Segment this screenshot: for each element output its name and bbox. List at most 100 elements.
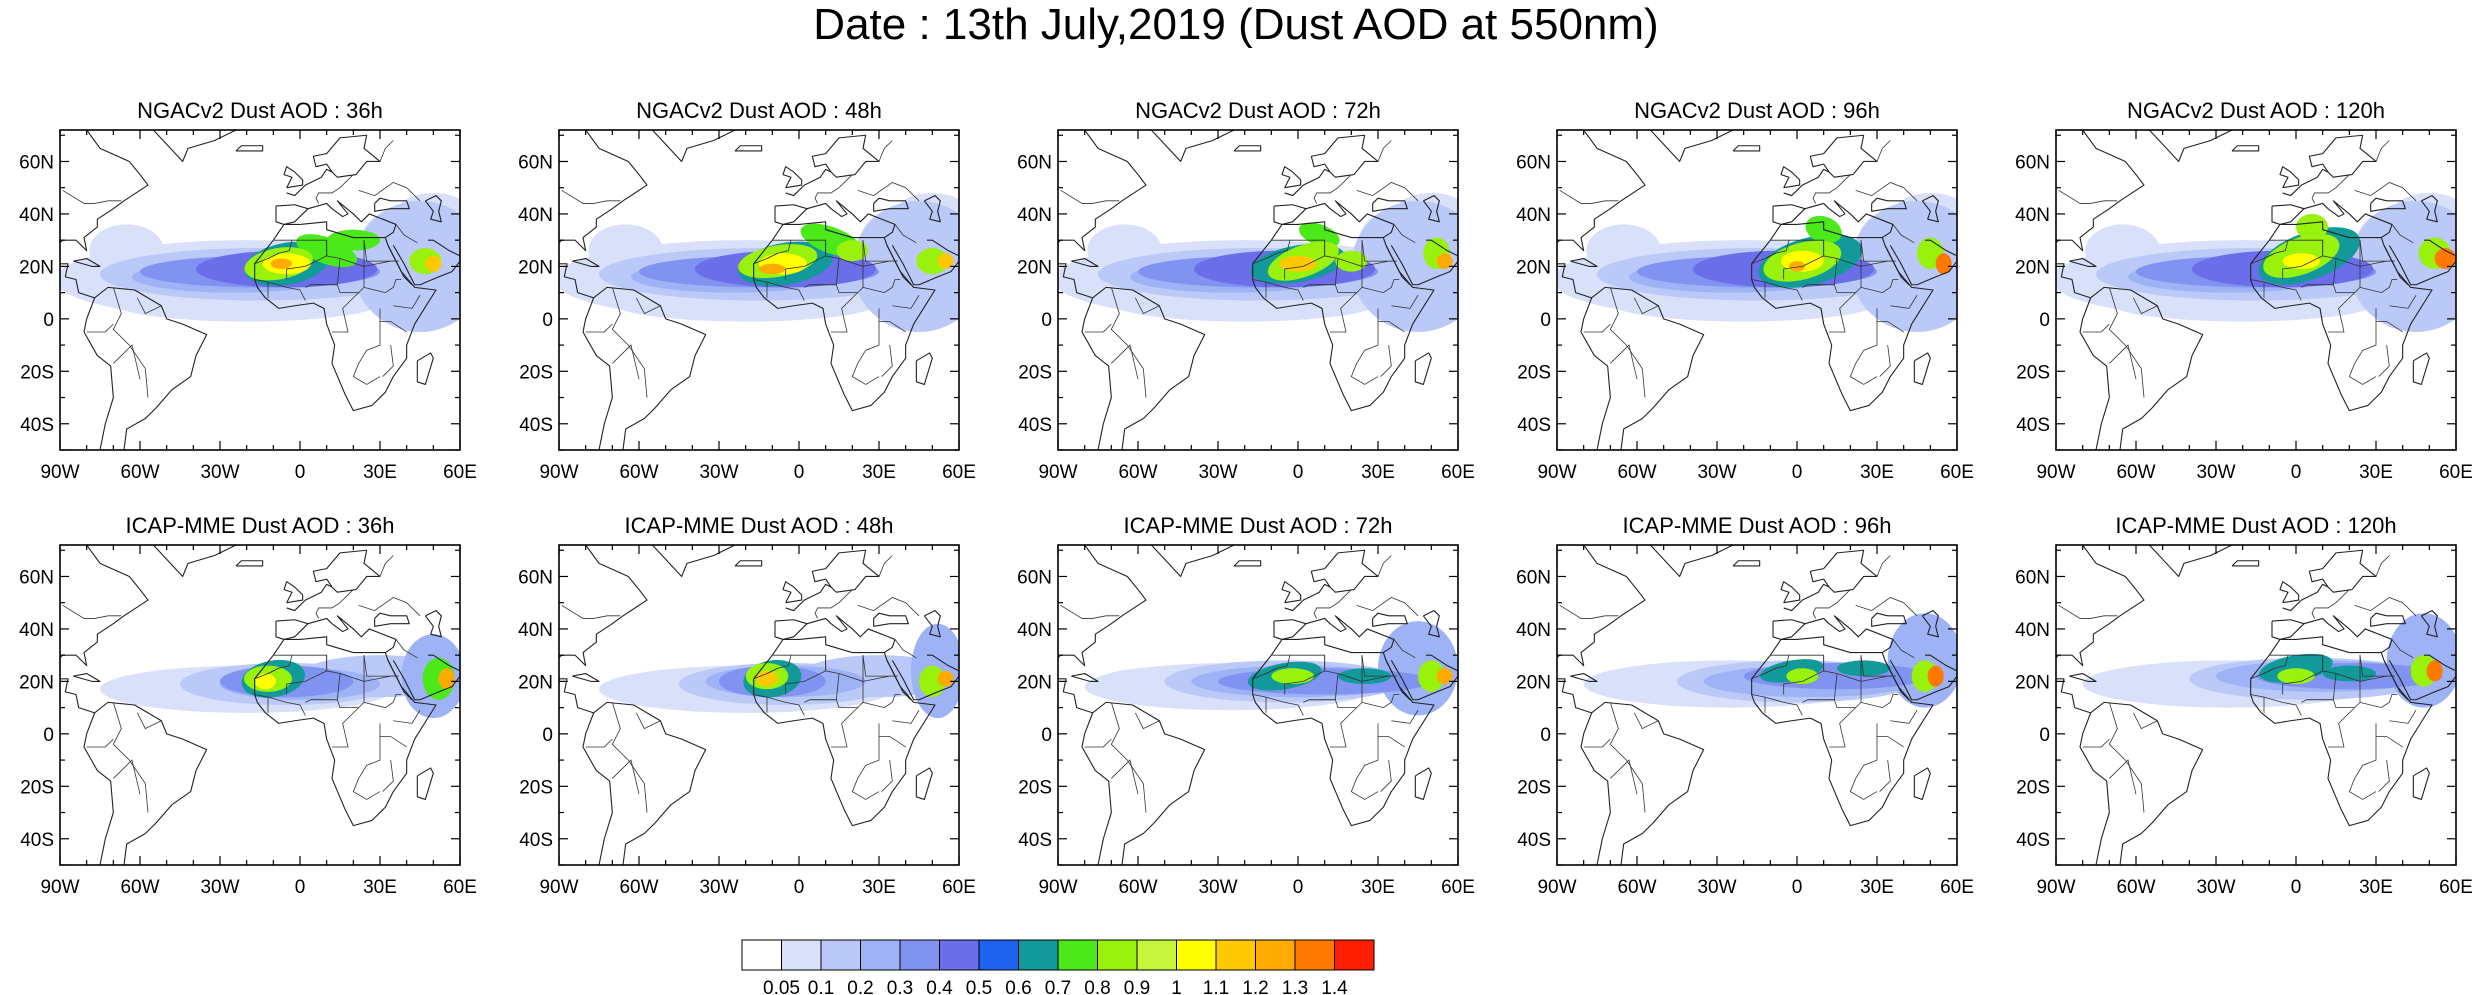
country-borders	[561, 555, 920, 813]
x-tick-label: 30W	[1697, 877, 1736, 898]
colorbar-swatch	[1136, 939, 1177, 971]
panel-title: NGACv2 Dust AOD : 120h	[2127, 98, 2385, 123]
map-frame	[558, 129, 960, 451]
y-tick-label: 20N	[1516, 672, 1551, 693]
x-tick-label: 90W	[1537, 462, 1576, 483]
y-tick-label: 20N	[19, 257, 54, 278]
y-tick-label: 60N	[19, 152, 54, 173]
y-tick-label: 20S	[1517, 777, 1551, 798]
y-tick-label: 40N	[518, 620, 553, 641]
map-frame	[558, 544, 960, 866]
aod-contour	[937, 253, 954, 270]
x-tick-label: 30E	[862, 462, 896, 483]
x-tick-label: 60W	[1617, 877, 1656, 898]
map-frame	[1556, 129, 1958, 451]
aod-contour	[2277, 668, 2315, 685]
y-tick-label: 40N	[19, 620, 54, 641]
colorbar-label: 0.7	[1045, 978, 1071, 995]
dust-aod-field	[2056, 192, 2456, 332]
x-tick-label: 30E	[1860, 462, 1894, 483]
colorbar-swatch	[1215, 939, 1256, 971]
aod-contour	[937, 670, 954, 687]
y-tick-label: 40N	[1516, 620, 1551, 641]
aod-contour	[852, 200, 959, 332]
panel-title: ICAP-MME Dust AOD : 48h	[625, 513, 894, 538]
x-tick-label: 60E	[443, 462, 477, 483]
x-tick-label: 0	[2291, 877, 2302, 898]
y-tick-label: 20N	[19, 672, 54, 693]
map-panel-3: NGACv2 Dust AOD : 72h 90W 60W 30W 0 30E 60E 60N…	[1017, 98, 1475, 483]
colorbar-swatch	[781, 939, 822, 971]
aod-contour	[1597, 668, 1704, 695]
aod-contour	[1786, 668, 1819, 685]
y-tick-label: 40N	[2015, 205, 2050, 226]
x-tick-label: 90W	[2036, 462, 2075, 483]
map-panels: NGACv2 Dust AOD : 36h 90W 60W 30W 0 30E 60E 60N…	[19, 98, 2472, 898]
panel-title: NGACv2 Dust AOD : 48h	[636, 98, 882, 123]
y-tick-label: 0	[542, 310, 553, 331]
y-tick-label: 20N	[518, 672, 553, 693]
y-tick-label: 20S	[20, 362, 54, 383]
y-tick-label: 20N	[2015, 672, 2050, 693]
y-tick-label: 20S	[1018, 777, 1052, 798]
aod-contour	[1850, 200, 1957, 332]
map-frame	[2055, 129, 2457, 451]
aod-contour	[836, 240, 869, 262]
y-tick-label: 20S	[2016, 777, 2050, 798]
country-borders	[2058, 555, 2417, 813]
x-tick-label: 60W	[1617, 462, 1656, 483]
aod-contour	[1335, 250, 1368, 272]
y-tick-label: 0	[43, 725, 54, 746]
y-tick-label: 40N	[1017, 205, 1052, 226]
y-tick-label: 0	[1540, 310, 1551, 331]
aod-contour	[2282, 253, 2320, 270]
country-borders	[1559, 140, 1918, 398]
y-tick-label: 60N	[1516, 567, 1551, 588]
colorbar-label: 0.8	[1084, 978, 1110, 995]
y-tick-label: 40S	[519, 830, 553, 851]
colorbar-swatch	[1334, 939, 1375, 971]
y-tick-label: 0	[542, 725, 553, 746]
map-panel-4: NGACv2 Dust AOD : 96h 90W 60W 30W 0 30E 60E 60N…	[1516, 98, 1974, 483]
coastlines	[1557, 545, 1957, 865]
colorbar-label: 0.2	[847, 978, 873, 995]
map-panel-10: ICAP-MME Dust AOD : 120h 90W 60W 30W 0 30E 60E…	[2015, 513, 2472, 898]
y-tick-label: 60N	[2015, 152, 2050, 173]
y-tick-label: 60N	[1516, 152, 1551, 173]
colorbar-label: 0.4	[926, 978, 953, 995]
country-borders	[62, 140, 421, 398]
y-tick-label: 40S	[1018, 415, 1052, 436]
panel-title: NGACv2 Dust AOD : 96h	[1634, 98, 1880, 123]
y-tick-label: 40S	[20, 415, 54, 436]
map-panel-1: NGACv2 Dust AOD : 36h 90W 60W 30W 0 30E 60E 60N…	[19, 98, 477, 483]
panel-title: ICAP-MME Dust AOD : 96h	[1623, 513, 1892, 538]
y-tick-label: 20S	[519, 362, 553, 383]
x-tick-label: 30W	[699, 877, 738, 898]
x-tick-label: 60W	[2116, 877, 2155, 898]
aod-contour	[1436, 668, 1453, 685]
y-tick-label: 0	[43, 310, 54, 331]
x-tick-label: 60W	[1118, 462, 1157, 483]
y-tick-label: 40S	[519, 415, 553, 436]
map-panel-6: ICAP-MME Dust AOD : 36h 90W 60W 30W 0 30E 60E 6…	[19, 513, 477, 898]
aod-contour	[1271, 668, 1314, 685]
colorbar: 0.05 0.1 0.2 0.3 0.4 0.5 0.6 0.7 0.8 0.9 1 1.1 1.2 1.…	[741, 939, 1375, 995]
x-tick-label: 90W	[40, 877, 79, 898]
map-panel-2: NGACv2 Dust AOD : 48h 90W 60W 30W 0 30E 60E 60N…	[518, 98, 976, 483]
y-tick-label: 0	[2039, 310, 2050, 331]
x-tick-label: 30E	[363, 462, 397, 483]
x-tick-label: 60E	[1940, 462, 1974, 483]
aod-contour	[326, 229, 381, 251]
y-tick-label: 0	[1041, 725, 1052, 746]
x-tick-label: 30W	[2196, 462, 2235, 483]
colorbar-swatch	[1255, 939, 1296, 971]
colorbar-label: 0.1	[808, 978, 834, 995]
x-tick-label: 30E	[862, 877, 896, 898]
x-tick-label: 30W	[1198, 877, 1237, 898]
y-tick-label: 40S	[2016, 830, 2050, 851]
colorbar-swatch	[860, 939, 901, 971]
aod-contour	[1436, 253, 1453, 270]
country-borders	[1060, 555, 1419, 813]
colorbar-swatch	[1097, 939, 1138, 971]
